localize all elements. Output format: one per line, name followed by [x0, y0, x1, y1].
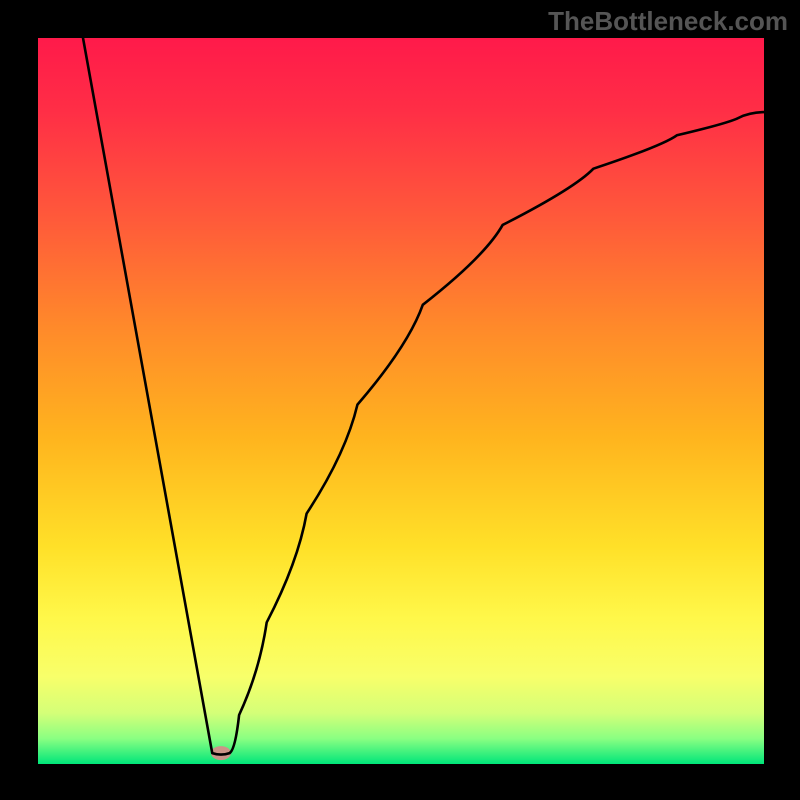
watermark-text: TheBottleneck.com: [548, 6, 788, 37]
chart-container: TheBottleneck.com: [0, 0, 800, 800]
chart-svg: [0, 0, 800, 800]
